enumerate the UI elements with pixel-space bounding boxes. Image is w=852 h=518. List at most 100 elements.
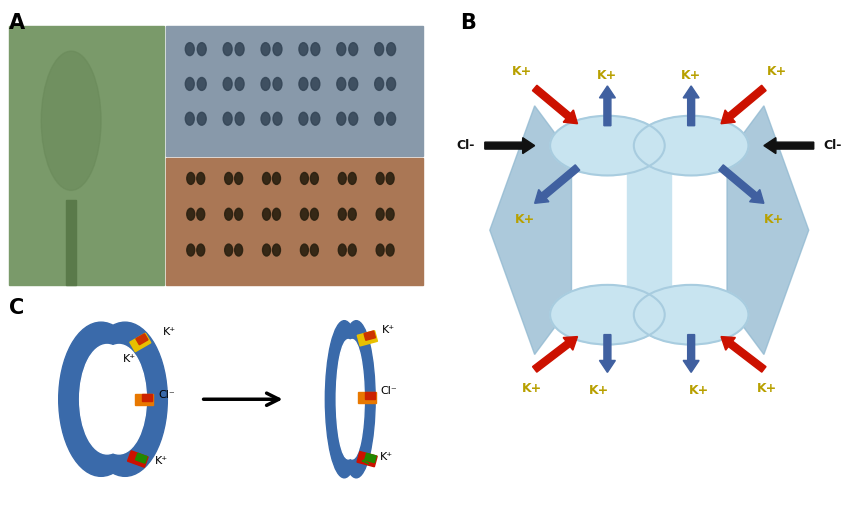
Ellipse shape <box>273 112 282 125</box>
Polygon shape <box>763 138 813 153</box>
Bar <box>626 146 671 315</box>
Text: K+: K+ <box>511 65 531 78</box>
Polygon shape <box>532 85 577 124</box>
Ellipse shape <box>386 208 394 220</box>
Ellipse shape <box>224 244 233 256</box>
Ellipse shape <box>633 285 747 344</box>
Bar <box>135 334 147 345</box>
Bar <box>365 392 375 399</box>
Ellipse shape <box>386 172 394 184</box>
Text: K⁺: K⁺ <box>380 452 393 462</box>
Text: K+: K+ <box>589 384 609 397</box>
Ellipse shape <box>348 172 356 184</box>
Ellipse shape <box>298 42 308 55</box>
Ellipse shape <box>310 244 318 256</box>
Ellipse shape <box>41 51 101 191</box>
Ellipse shape <box>348 208 356 220</box>
Ellipse shape <box>300 244 308 256</box>
Ellipse shape <box>348 42 357 55</box>
Text: K+: K+ <box>521 382 541 395</box>
Bar <box>141 394 152 401</box>
Ellipse shape <box>234 244 242 256</box>
Text: A: A <box>9 13 26 33</box>
Ellipse shape <box>272 244 280 256</box>
Text: K+: K+ <box>514 213 534 226</box>
Text: K+: K+ <box>688 384 708 397</box>
Ellipse shape <box>298 78 308 91</box>
Ellipse shape <box>348 112 357 125</box>
Ellipse shape <box>223 42 232 55</box>
Bar <box>135 394 153 405</box>
Bar <box>130 333 151 352</box>
Ellipse shape <box>185 112 194 125</box>
Ellipse shape <box>234 208 242 220</box>
Ellipse shape <box>187 172 194 184</box>
Ellipse shape <box>336 340 360 459</box>
Text: K+: K+ <box>763 213 783 226</box>
Bar <box>165 157 423 285</box>
Polygon shape <box>489 106 571 354</box>
Polygon shape <box>599 335 614 372</box>
Bar <box>66 200 76 285</box>
Ellipse shape <box>262 208 270 220</box>
Ellipse shape <box>374 112 383 125</box>
Ellipse shape <box>261 42 270 55</box>
Polygon shape <box>599 86 614 126</box>
Text: K⁺: K⁺ <box>163 327 176 337</box>
Text: Cl⁻: Cl⁻ <box>158 390 176 400</box>
Ellipse shape <box>224 172 233 184</box>
Ellipse shape <box>633 116 747 176</box>
Ellipse shape <box>386 244 394 256</box>
Text: Cl⁻: Cl⁻ <box>380 386 396 396</box>
Ellipse shape <box>376 208 383 220</box>
Polygon shape <box>534 165 579 203</box>
Bar <box>165 26 423 155</box>
Ellipse shape <box>376 244 383 256</box>
Ellipse shape <box>185 42 194 55</box>
Ellipse shape <box>338 208 346 220</box>
Ellipse shape <box>310 78 320 91</box>
Ellipse shape <box>340 340 364 459</box>
Bar <box>358 392 376 403</box>
Ellipse shape <box>197 208 204 220</box>
Text: Cl-: Cl- <box>456 139 475 152</box>
Ellipse shape <box>550 285 664 344</box>
Text: B: B <box>459 13 475 33</box>
Ellipse shape <box>374 42 383 55</box>
Ellipse shape <box>338 172 346 184</box>
Ellipse shape <box>187 244 194 256</box>
Ellipse shape <box>79 344 135 454</box>
Ellipse shape <box>386 112 395 125</box>
Polygon shape <box>532 337 577 372</box>
Ellipse shape <box>376 172 383 184</box>
Ellipse shape <box>262 244 270 256</box>
Ellipse shape <box>325 321 363 478</box>
Ellipse shape <box>310 112 320 125</box>
Text: K+: K+ <box>680 69 700 82</box>
Ellipse shape <box>273 78 282 91</box>
Ellipse shape <box>310 208 318 220</box>
Ellipse shape <box>197 78 206 91</box>
Ellipse shape <box>300 172 308 184</box>
Polygon shape <box>682 335 699 372</box>
Ellipse shape <box>348 78 357 91</box>
Ellipse shape <box>59 322 143 477</box>
Text: K+: K+ <box>596 69 617 82</box>
Ellipse shape <box>224 208 233 220</box>
Ellipse shape <box>261 112 270 125</box>
Text: K+: K+ <box>766 65 786 78</box>
Ellipse shape <box>223 112 232 125</box>
Ellipse shape <box>337 78 345 91</box>
Ellipse shape <box>386 42 395 55</box>
Ellipse shape <box>261 78 270 91</box>
Ellipse shape <box>235 42 244 55</box>
Ellipse shape <box>272 208 280 220</box>
Text: Cl-: Cl- <box>823 139 841 152</box>
Ellipse shape <box>338 244 346 256</box>
Ellipse shape <box>185 78 194 91</box>
Bar <box>365 453 376 463</box>
Ellipse shape <box>310 42 320 55</box>
Ellipse shape <box>91 344 147 454</box>
Bar <box>357 330 377 346</box>
Ellipse shape <box>197 112 206 125</box>
